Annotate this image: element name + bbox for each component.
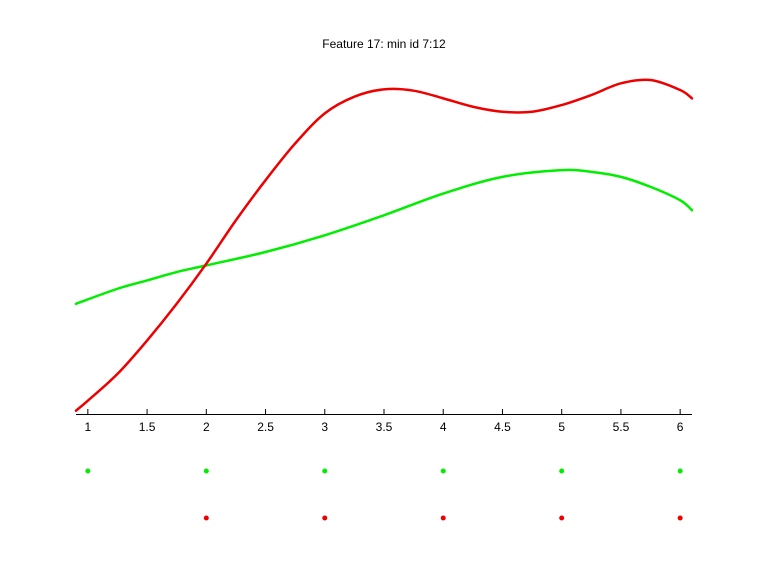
marker-dot-row-2 bbox=[440, 515, 446, 521]
x-tick-label: 5 bbox=[558, 420, 565, 434]
x-axis-ticks: 1 1.5 2 2.5 3 3.5 4 4.5 5 5.5 6 bbox=[85, 409, 684, 434]
plot-area: 1 1.5 2 2.5 3 3.5 4 4.5 5 5.5 6 bbox=[74, 78, 694, 521]
marker-dot-row-1 bbox=[440, 468, 446, 474]
marker-dot-row-1 bbox=[322, 468, 328, 474]
x-tick-label: 1 bbox=[85, 420, 92, 434]
x-tick-label: 1.5 bbox=[139, 420, 156, 434]
marker-rows bbox=[85, 468, 683, 521]
x-tick-label: 3 bbox=[321, 420, 328, 434]
chart-title: Feature 17: min id 7:12 bbox=[322, 37, 446, 51]
x-tick-label: 5.5 bbox=[613, 420, 630, 434]
series-line-2 bbox=[74, 78, 694, 412]
series-lines bbox=[74, 78, 694, 412]
marker-dot-row-2 bbox=[203, 515, 209, 521]
x-tick-label: 3.5 bbox=[376, 420, 393, 434]
marker-dot-row-2 bbox=[322, 515, 328, 521]
marker-dot-row-1 bbox=[85, 468, 91, 474]
x-tick-label: 2 bbox=[203, 420, 210, 434]
series-line-1 bbox=[74, 168, 694, 306]
x-tick-label: 4 bbox=[440, 420, 447, 434]
marker-dot-row-1 bbox=[203, 468, 209, 474]
marker-dot-row-2 bbox=[559, 515, 565, 521]
x-tick-label: 6 bbox=[677, 420, 684, 434]
x-tick-label: 2.5 bbox=[257, 420, 274, 434]
marker-dot-row-1 bbox=[559, 468, 565, 474]
x-tick-label: 4.5 bbox=[494, 420, 511, 434]
marker-dot-row-1 bbox=[677, 468, 683, 474]
marker-dot-row-2 bbox=[677, 515, 683, 521]
